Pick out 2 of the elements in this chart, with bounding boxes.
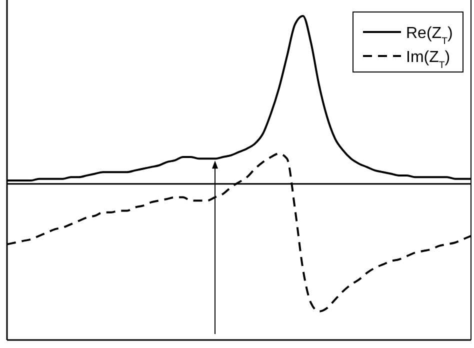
legend-label: Im(Z$_{T}$)	[406, 49, 450, 70]
legend-label: Re(Z$_{T}$)	[406, 25, 453, 46]
